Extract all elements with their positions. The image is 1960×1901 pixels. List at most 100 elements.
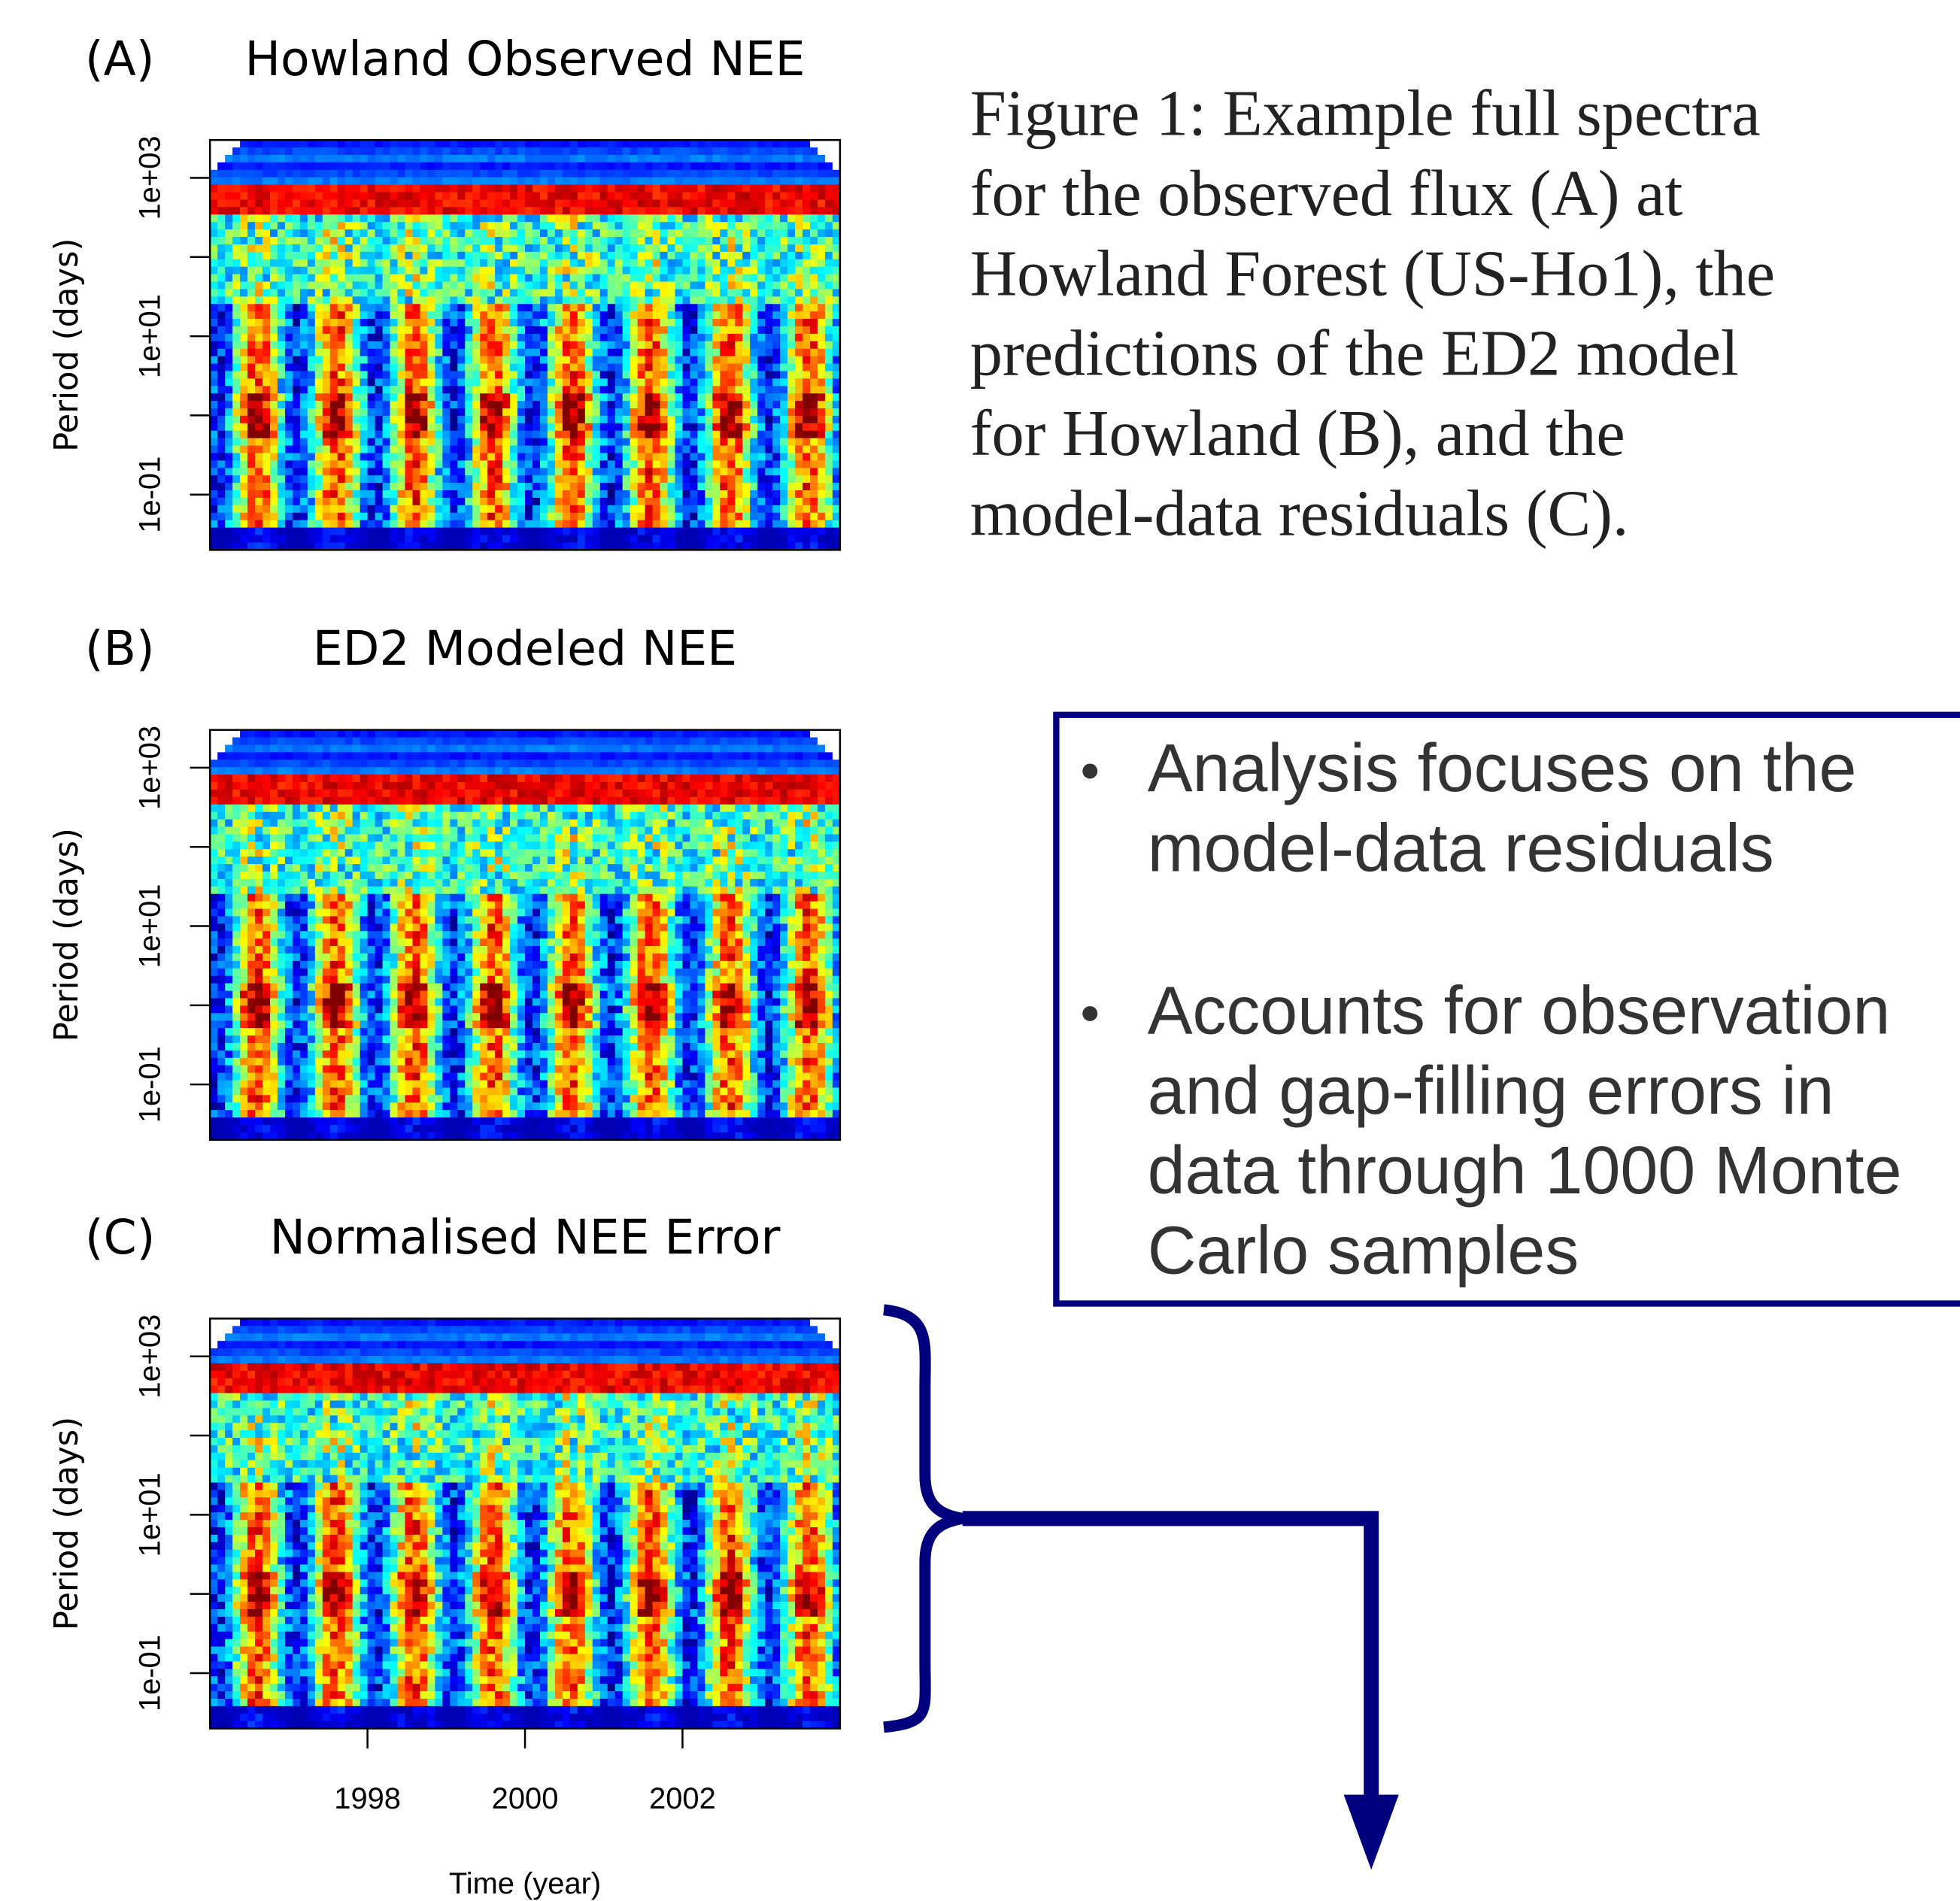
heatmap-cell	[232, 341, 241, 350]
heatmap-cell	[735, 341, 743, 350]
heatmap-cell	[502, 498, 511, 506]
heatmap-cell	[210, 222, 218, 230]
heatmap-cell	[285, 446, 293, 454]
heatmap-cell	[675, 738, 683, 746]
heatmap-cell	[457, 505, 466, 514]
heatmap-cell	[465, 244, 473, 253]
heatmap-cell	[653, 468, 661, 476]
heatmap-cell	[675, 177, 683, 186]
heatmap-cell	[330, 520, 338, 529]
heatmap-cell	[480, 274, 488, 283]
heatmap-cell	[323, 185, 331, 193]
heatmap-cell	[772, 520, 781, 529]
heatmap-cell	[502, 155, 511, 163]
heatmap-cell	[323, 222, 331, 230]
heatmap-cell	[308, 490, 316, 499]
heatmap-cell	[210, 438, 218, 447]
heatmap-cell	[285, 259, 293, 268]
heatmap-cell	[323, 759, 331, 768]
heatmap-cell	[247, 229, 256, 238]
heatmap-cell	[750, 364, 758, 372]
heatmap-cell	[780, 483, 788, 491]
heatmap-cell	[375, 535, 384, 544]
heatmap-cell	[787, 244, 796, 253]
heatmap-cell	[615, 535, 623, 544]
heatmap-cell	[712, 311, 721, 320]
heatmap-cell	[765, 490, 773, 499]
heatmap-cell	[427, 528, 435, 536]
heatmap-cell	[502, 170, 511, 178]
heatmap-cell	[818, 326, 826, 335]
heatmap-cell	[705, 177, 713, 186]
heatmap-cell	[510, 199, 518, 208]
heatmap-cell	[285, 438, 293, 447]
heatmap-cell	[682, 528, 690, 536]
heatmap-cell	[330, 513, 338, 521]
heatmap-cell	[705, 386, 713, 394]
heatmap-cell	[630, 237, 639, 245]
heatmap-cell	[427, 170, 435, 178]
heatmap-cell	[308, 155, 316, 163]
heatmap-cell	[360, 193, 369, 201]
heatmap-cell	[345, 162, 353, 171]
heatmap-cell	[210, 177, 218, 186]
heatmap-cell	[795, 244, 803, 253]
heatmap-cell	[315, 453, 323, 461]
heatmap-cell	[472, 520, 481, 529]
heatmap-cell	[630, 319, 639, 327]
heatmap-cell	[705, 199, 713, 208]
heatmap-cell	[570, 520, 578, 529]
heatmap-cell	[210, 311, 218, 320]
heatmap-cell	[645, 356, 654, 365]
heatmap-cell	[532, 483, 541, 491]
heatmap-cell	[270, 738, 278, 746]
heatmap-cell	[818, 267, 826, 275]
heatmap-cell	[412, 274, 420, 283]
heatmap-cell	[787, 744, 796, 753]
heatmap-cell	[780, 296, 788, 305]
heatmap-cell	[735, 490, 743, 499]
heatmap-cell	[510, 520, 518, 529]
heatmap-cell	[818, 296, 826, 305]
heatmap-cell	[330, 177, 338, 186]
heatmap-cell	[653, 408, 661, 417]
heatmap-cell	[262, 475, 271, 484]
heatmap-cell	[278, 490, 286, 499]
heatmap-cell	[427, 193, 435, 201]
heatmap-cell	[818, 393, 826, 402]
heatmap-cell	[765, 475, 773, 484]
heatmap-cell	[375, 177, 384, 186]
heatmap-cell	[645, 498, 654, 506]
heatmap-cell	[697, 393, 705, 402]
heatmap-cell	[210, 259, 218, 268]
heatmap-cell	[278, 207, 286, 215]
heatmap-cell	[615, 177, 623, 186]
heatmap-cell	[525, 535, 533, 544]
heatmap-cell	[638, 386, 646, 394]
heatmap-cell	[457, 475, 466, 484]
heatmap-cell	[825, 356, 833, 365]
heatmap-cell	[675, 304, 683, 312]
heatmap-cell	[232, 155, 241, 163]
heatmap-cell	[525, 520, 533, 529]
heatmap-cell	[540, 282, 548, 290]
heatmap-cell	[210, 393, 218, 402]
heatmap-cell	[532, 752, 541, 760]
heatmap-cell	[600, 408, 608, 417]
heatmap-cell	[255, 341, 263, 350]
heatmap-cell	[450, 356, 458, 365]
heatmap-cell	[300, 371, 308, 379]
heatmap-cell	[420, 356, 428, 365]
heatmap-cell	[787, 416, 796, 424]
heatmap-cell	[247, 505, 256, 514]
heatmap-cell	[593, 401, 601, 409]
heatmap-cell	[615, 528, 623, 536]
heatmap-cell	[772, 438, 781, 447]
heatmap-cell	[608, 520, 616, 529]
heatmap-cell	[787, 193, 796, 201]
heatmap-cell	[532, 528, 541, 536]
heatmap-cell	[645, 520, 654, 529]
heatmap-cell	[472, 326, 481, 335]
heatmap-cell	[675, 393, 683, 402]
heatmap-cell	[615, 386, 623, 394]
